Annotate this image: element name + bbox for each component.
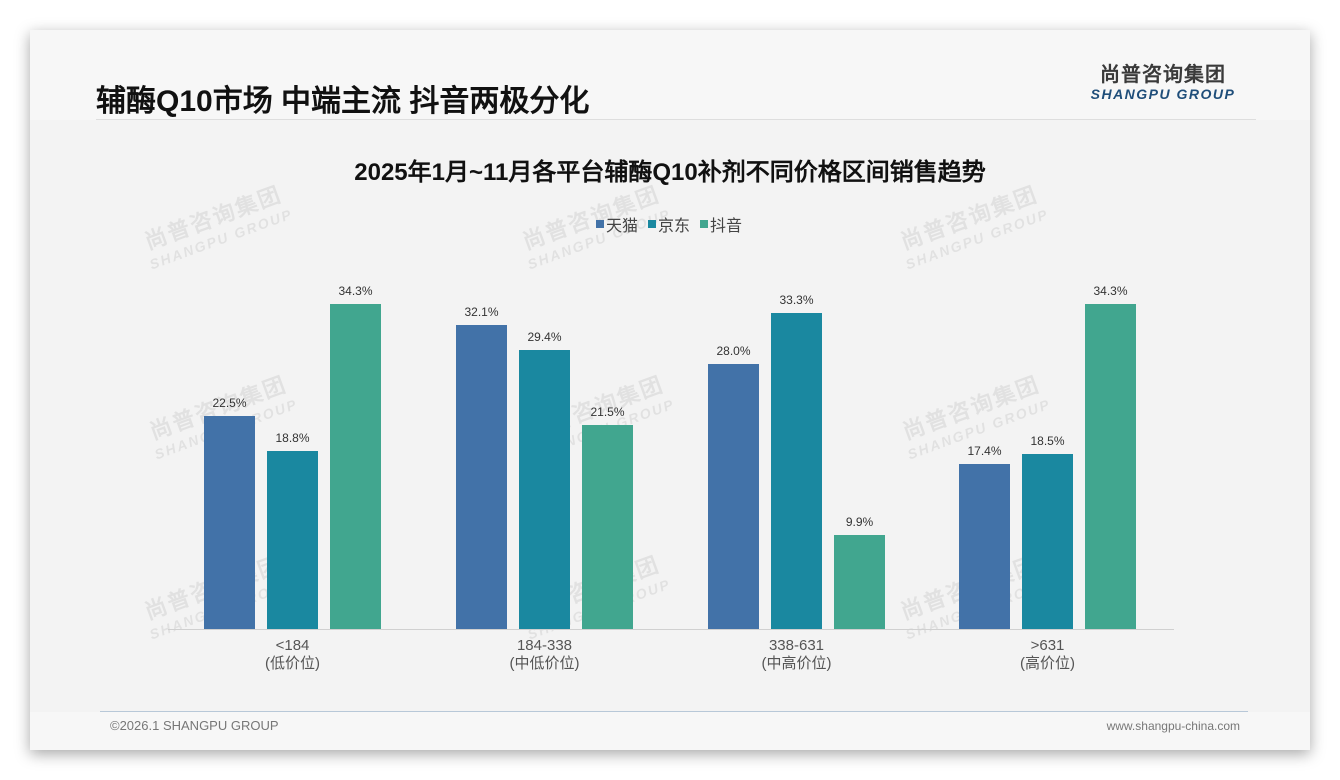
legend-swatch-icon bbox=[596, 220, 604, 228]
legend-swatch-icon bbox=[648, 220, 657, 228]
legend-item-jd: 京东 bbox=[648, 212, 690, 236]
footer-divider bbox=[100, 711, 1248, 712]
x-axis-category-label: 338-631 (中高价位) bbox=[761, 637, 832, 672]
legend-swatch-icon bbox=[700, 220, 709, 228]
bar bbox=[519, 350, 570, 629]
bar-value-label: 9.9% bbox=[845, 515, 874, 529]
header-divider bbox=[96, 119, 1256, 120]
chart-legend: 天猫 京东 抖音 bbox=[596, 212, 742, 236]
bar bbox=[267, 451, 318, 629]
footer-copyright: ©2026.1 SHANGPU GROUP bbox=[110, 718, 279, 733]
logo-english: SHANGPU GROUP bbox=[1090, 86, 1236, 102]
legend-item-tmall: 天猫 bbox=[596, 212, 638, 236]
legend-label: 抖音 bbox=[710, 218, 743, 235]
bar bbox=[204, 416, 255, 629]
bar-value-label: 34.3% bbox=[338, 284, 373, 298]
bar-value-label: 18.5% bbox=[1030, 434, 1065, 448]
legend-label: 天猫 bbox=[606, 218, 639, 235]
bar-value-label: 22.5% bbox=[212, 396, 247, 410]
footer-website: www.shangpu-china.com bbox=[1106, 719, 1240, 733]
x-axis-category-label: 184-338 (中低价位) bbox=[509, 637, 580, 672]
company-logo: 尚普咨询集团 SHANGPU GROUP bbox=[1088, 64, 1238, 102]
bar-value-label: 21.5% bbox=[590, 405, 625, 419]
bar bbox=[330, 304, 381, 629]
bar-value-label: 32.1% bbox=[464, 305, 499, 319]
page-title: 辅酶Q10市场 中端主流 抖音两极分化 bbox=[96, 85, 590, 118]
bar bbox=[834, 535, 885, 629]
slide: 辅酶Q10市场 中端主流 抖音两极分化 尚普咨询集团 SHANGPU GROUP… bbox=[30, 30, 1310, 750]
bar bbox=[456, 325, 507, 629]
header-band bbox=[30, 30, 1310, 120]
x-axis-category-label: >631 (高价位) bbox=[1020, 637, 1075, 672]
logo-chinese: 尚普咨询集团 bbox=[1100, 64, 1226, 86]
bar bbox=[1085, 304, 1136, 629]
legend-label: 京东 bbox=[658, 218, 691, 235]
legend-item-douyin: 抖音 bbox=[700, 212, 742, 236]
bar bbox=[959, 464, 1010, 629]
bar bbox=[708, 364, 759, 629]
bar-value-label: 17.4% bbox=[967, 444, 1002, 458]
bar-value-label: 29.4% bbox=[527, 330, 562, 344]
bar-value-label: 34.3% bbox=[1093, 284, 1128, 298]
bar-value-label: 28.0% bbox=[716, 344, 751, 358]
bar bbox=[771, 313, 822, 629]
x-axis-category-label: <184 (低价位) bbox=[265, 637, 320, 672]
bar-value-label: 18.8% bbox=[275, 431, 310, 445]
chart-title: 2025年1月~11月各平台辅酶Q10补剂不同价格区间销售趋势 bbox=[354, 159, 986, 186]
bar bbox=[582, 425, 633, 629]
bar-chart-plot: 22.5% 32.1% 28.0% 17.4% 18.8% 29.4% 33.3% 18.5%… bbox=[30, 30, 1310, 750]
bar-value-label: 33.3% bbox=[779, 293, 814, 307]
x-axis-line bbox=[168, 629, 1174, 630]
footer-band bbox=[30, 712, 1310, 750]
bar bbox=[1022, 454, 1073, 629]
